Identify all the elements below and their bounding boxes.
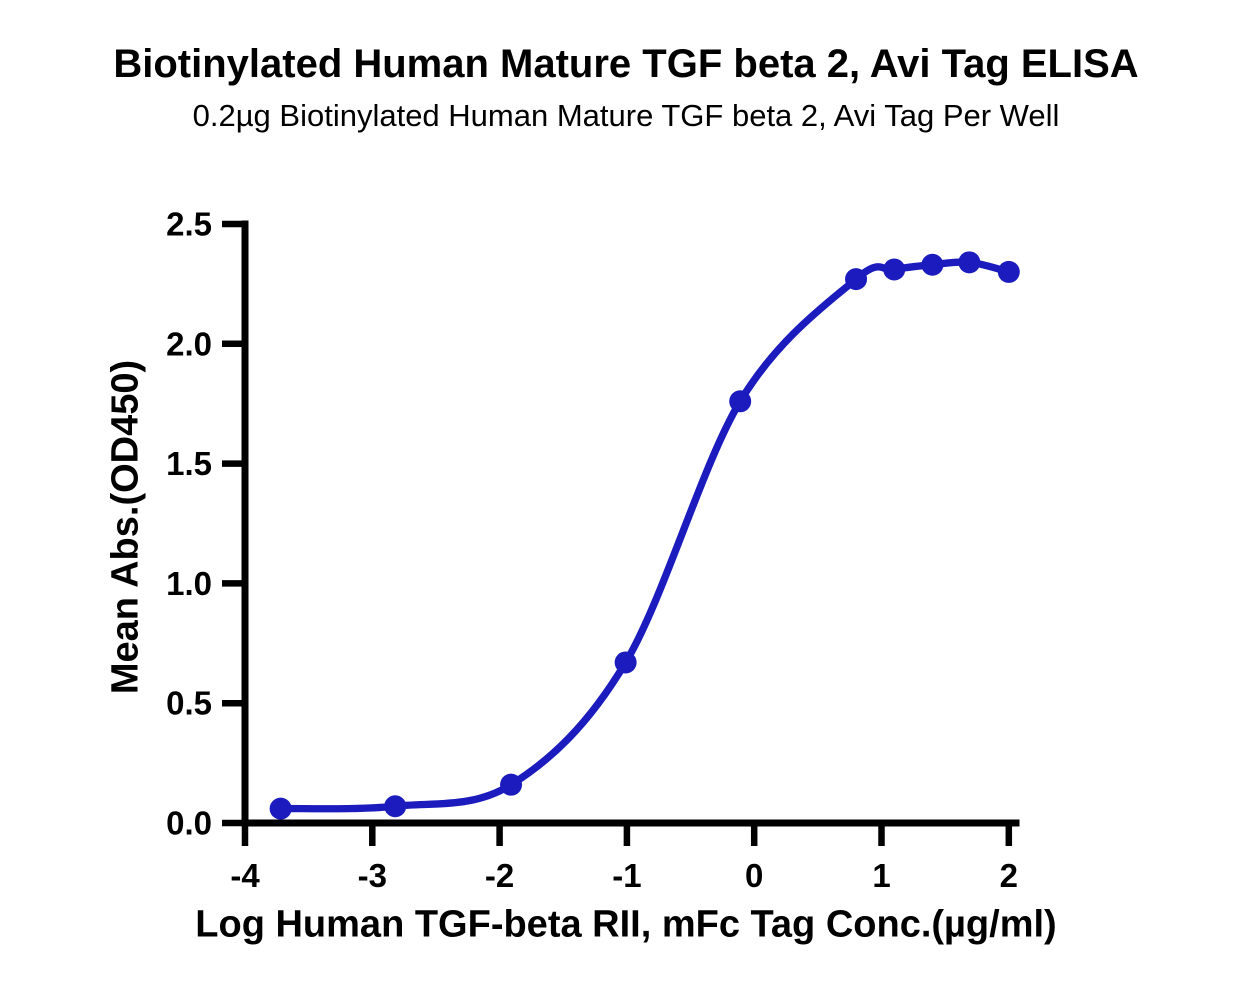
- y-tick-label: 1.0: [166, 565, 212, 602]
- y-tick-label: 1.5: [166, 445, 212, 482]
- x-tick-label: -4: [230, 857, 260, 894]
- data-point: [958, 251, 981, 274]
- chart-subtitle: 0.2µg Biotinylated Human Mature TGF beta…: [192, 98, 1060, 133]
- data-point: [384, 795, 407, 818]
- x-tick-label: -2: [485, 857, 514, 894]
- y-tick-label: 0.0: [166, 805, 212, 842]
- data-point: [997, 260, 1020, 283]
- x-tick-label: 2: [1000, 857, 1018, 894]
- y-tick-label: 0.5: [166, 685, 212, 722]
- y-tick-label: 2.5: [166, 206, 212, 243]
- data-point: [269, 797, 292, 820]
- data-point: [845, 268, 868, 291]
- x-tick-label: -1: [612, 857, 641, 894]
- data-point: [729, 390, 752, 413]
- data-point: [921, 253, 944, 276]
- x-tick-label: -3: [358, 857, 387, 894]
- data-point: [614, 651, 637, 674]
- data-point: [500, 773, 523, 796]
- data-point: [883, 258, 906, 281]
- x-tick-label: 1: [872, 857, 890, 894]
- x-tick-label: 0: [745, 857, 763, 894]
- chart-title: Biotinylated Human Mature TGF beta 2, Av…: [113, 42, 1139, 86]
- dose-response-curve: [276, 258, 1013, 813]
- x-axis-title: Log Human TGF-beta RII, mFc Tag Conc.(µg…: [195, 903, 1057, 946]
- y-tick-label: 2.0: [166, 325, 212, 362]
